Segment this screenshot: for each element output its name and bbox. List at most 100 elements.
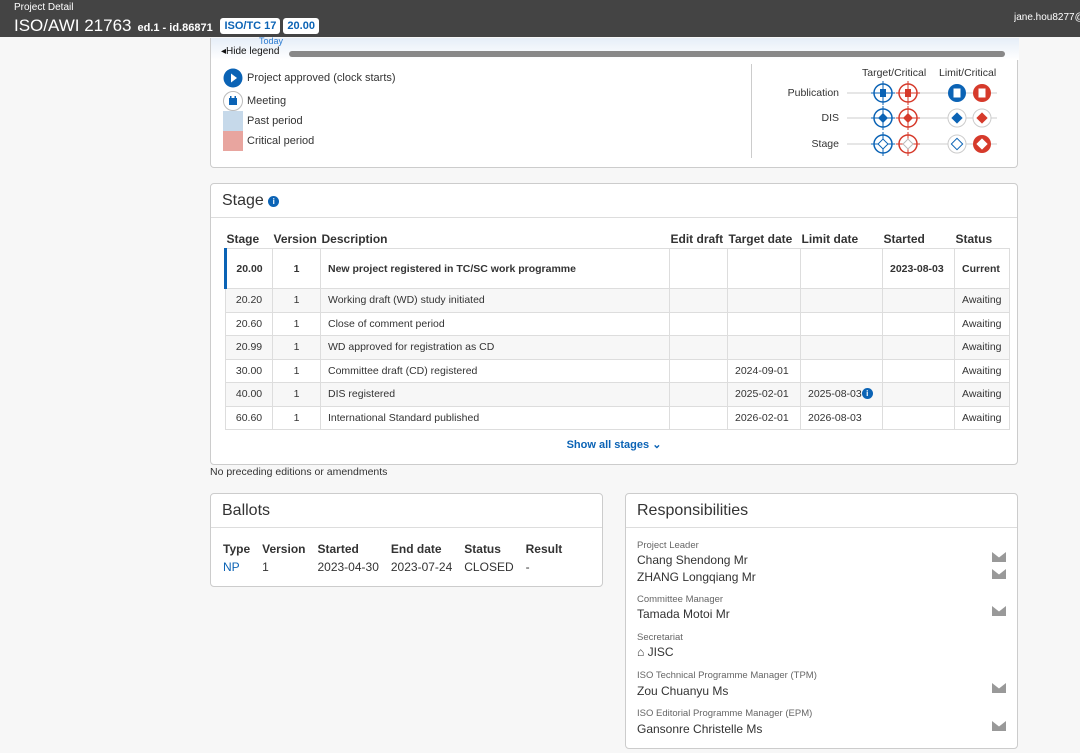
stage-cell: 20.00 <box>224 248 273 289</box>
stage-row[interactable]: 20.00 1 New project registered in TC/SC wo… <box>224 248 1010 289</box>
stage-row[interactable]: 40.00 1 DIS registered 2025-02-01 2025-08-03… <box>225 382 1010 407</box>
cell-text: DIS registered <box>328 388 396 401</box>
stage-cell <box>882 335 955 360</box>
stage-cell: 1 <box>272 382 321 407</box>
stage-table: Stage Version Description Edit draft Target … <box>224 230 1010 430</box>
legend-past-period: Past period <box>223 111 303 131</box>
epm-label: ISO Editorial Programme Manager (EPM) <box>637 708 813 719</box>
responsibilities-title: Responsibilities <box>626 494 1017 528</box>
mail-icon[interactable] <box>992 552 1006 562</box>
hide-legend-label: Hide legend <box>226 46 280 57</box>
stage-cell <box>882 382 955 407</box>
timeline-scrollbar[interactable] <box>289 51 1005 57</box>
user-menu[interactable]: jane.hou8277@ <box>1014 12 1080 23</box>
column-header: Edit draft <box>670 232 724 246</box>
cell-text: Awaiting <box>962 388 1002 401</box>
ballots-title: Ballots <box>211 494 602 528</box>
cell-text: 2025-02-01 <box>735 388 789 401</box>
cell-text: 30.00 <box>235 364 263 377</box>
column-header: Status <box>464 542 501 556</box>
legend-critical-period: Critical period <box>223 131 314 151</box>
target-critical-header: Target/Critical <box>862 67 927 79</box>
cell-text: Working draft (WD) study initiated <box>328 294 485 307</box>
cell-text: New project registered in TC/SC work pro… <box>328 262 576 275</box>
cell-text: 1 <box>293 341 300 354</box>
cell-text: 20.60 <box>235 317 263 330</box>
limit-critical-symbol <box>948 84 966 102</box>
stage-row[interactable]: 20.20 1 Working draft (WD) study initiated… <box>225 288 1010 313</box>
stage-row[interactable]: 60.60 1 International Standard published 20… <box>225 405 1010 430</box>
stage-cell: 2023-08-03 <box>882 248 955 289</box>
info-icon[interactable]: i <box>861 388 873 400</box>
column-header: Stage <box>226 232 260 246</box>
mail-icon[interactable] <box>992 721 1006 731</box>
stage-row[interactable]: 30.00 1 Committee draft (CD) registered 202… <box>225 358 1010 383</box>
column-header: Version <box>262 542 306 556</box>
chevron-down-icon: ⌄ <box>652 439 662 451</box>
target-critical-symbol <box>896 81 920 105</box>
stage-cell: DIS registered <box>320 382 670 407</box>
column-header: Limit date <box>801 232 859 246</box>
limit-critical-symbol <box>947 134 967 154</box>
secretariat-value: JISC <box>647 645 674 659</box>
limit-critical-symbol <box>973 135 991 153</box>
stage-cell <box>882 288 955 313</box>
stage-heading: Stage <box>222 192 264 209</box>
legend-row-publication: Publication <box>787 87 839 99</box>
committee-manager-name: Tamada Motoi Mr <box>637 607 730 621</box>
cell-text: 60.60 <box>235 411 263 424</box>
stage-cell: 20.20 <box>225 288 273 313</box>
ballot-cell: 1 <box>262 560 269 574</box>
cell-text: 40.00 <box>235 388 263 401</box>
stage-cell <box>669 248 728 289</box>
cell-text: Awaiting <box>962 411 1002 424</box>
stage-cell <box>800 358 883 383</box>
stage-badge: 20.00 <box>283 18 319 34</box>
hide-legend-toggle[interactable]: ◂Hide legend <box>221 46 280 57</box>
ballot-cell: 2023-07-24 <box>390 560 453 574</box>
cell-text: 1 <box>293 411 300 424</box>
target-critical-symbol <box>871 132 895 156</box>
cell-text: Current <box>962 262 1000 275</box>
ballots-card: Ballots Type Version Started End date Status… <box>210 493 603 587</box>
cell-text: 2026-08-03 <box>808 411 862 424</box>
stage-cell: 30.00 <box>225 358 273 383</box>
stage-row[interactable]: 20.99 1 WD approved for registration as CD… <box>225 335 1010 360</box>
column-header: Status <box>955 232 993 246</box>
cell-text: Close of comment period <box>328 317 445 330</box>
limit-critical-header: Limit/Critical <box>939 67 997 79</box>
legend-meeting: Meeting <box>223 91 286 111</box>
show-all-stages-link[interactable]: Show all stages ⌄ <box>211 438 1017 451</box>
column-header: Started <box>883 232 925 246</box>
mail-icon[interactable] <box>992 606 1006 616</box>
stage-cell: Awaiting <box>954 405 1010 430</box>
timeline-strip: Today ◂Hide legend <box>211 36 1019 60</box>
ballot-type-link[interactable]: NP <box>223 560 240 574</box>
home-icon: ⌂ <box>637 645 645 659</box>
target-critical-symbol <box>871 106 895 130</box>
cell-text: Committee draft (CD) registered <box>328 364 478 377</box>
committee-badge[interactable]: ISO/TC 17 <box>220 18 281 34</box>
cell-text: International Standard published <box>328 411 480 424</box>
show-all-label: Show all stages <box>566 439 650 451</box>
stage-cell: 1 <box>272 358 321 383</box>
stage-cell <box>669 358 728 383</box>
mail-icon[interactable] <box>992 683 1006 693</box>
legend-divider <box>751 64 752 158</box>
tpm-label: ISO Technical Programme Manager (TPM) <box>637 670 817 681</box>
stage-cell <box>669 311 728 336</box>
secretariat-label: Secretariat <box>637 632 683 643</box>
ballot-row: NP 1 2023-04-30 2023-07-24 CLOSED - <box>223 560 574 574</box>
cell-text: 2023-08-03 <box>890 262 944 275</box>
cell-text: 2026-02-01 <box>735 411 789 424</box>
info-icon[interactable]: i <box>268 196 280 207</box>
cell-text: Awaiting <box>962 294 1002 307</box>
stage-cell <box>882 311 955 336</box>
stage-cell: Current <box>954 248 1010 289</box>
mail-icon[interactable] <box>992 569 1006 579</box>
legend-label: Project approved (clock starts) <box>247 72 396 84</box>
stage-row[interactable]: 20.60 1 Close of comment period Awaiting <box>225 311 1010 336</box>
cell-text: 1 <box>293 364 300 377</box>
cell-text: Awaiting <box>962 364 1002 377</box>
milestone-symbols <box>847 81 997 156</box>
